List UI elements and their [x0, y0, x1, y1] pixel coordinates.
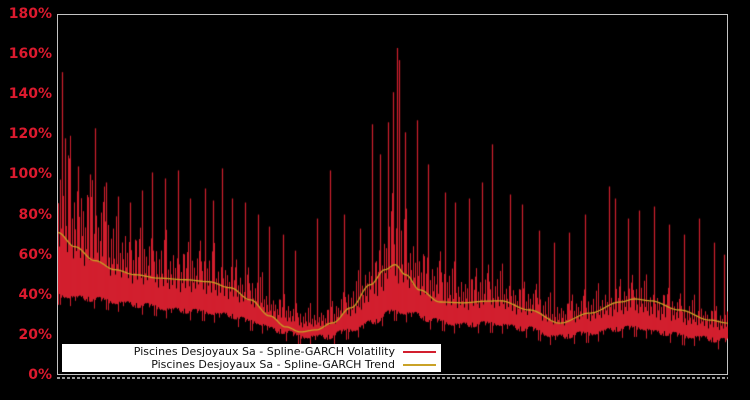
y-axis-tick-label: 80%	[18, 206, 52, 223]
legend-entry-volatility: Piscines Desjoyaux Sa - Spline-GARCH Vol…	[62, 345, 441, 358]
y-axis-tick-label: 140%	[8, 86, 52, 103]
y-axis-tick-label: 180%	[8, 6, 52, 22]
y-axis-tick-label: 60%	[18, 246, 52, 263]
y-axis-tick-label: 20%	[18, 326, 52, 343]
legend-label-trend: Piscines Desjoyaux Sa - Spline-GARCH Tre…	[151, 358, 395, 371]
legend-line-sample-volatility	[403, 350, 436, 353]
y-axis-tick-label: 100%	[8, 166, 52, 183]
y-axis-tick-label: 160%	[8, 46, 52, 63]
legend-label-volatility: Piscines Desjoyaux Sa - Spline-GARCH Vol…	[133, 345, 395, 358]
legend-line-sample-trend	[403, 363, 436, 366]
y-axis-tick-label: 40%	[18, 286, 52, 303]
y-axis-tick-label: 120%	[8, 126, 52, 143]
legend-entry-trend: Piscines Desjoyaux Sa - Spline-GARCH Tre…	[62, 358, 441, 371]
x-axis-ticks	[57, 377, 728, 379]
y-axis-tick-label: 0%	[28, 367, 52, 383]
series-canvas	[58, 14, 728, 375]
legend: Piscines Desjoyaux Sa - Spline-GARCH Vol…	[62, 344, 441, 372]
